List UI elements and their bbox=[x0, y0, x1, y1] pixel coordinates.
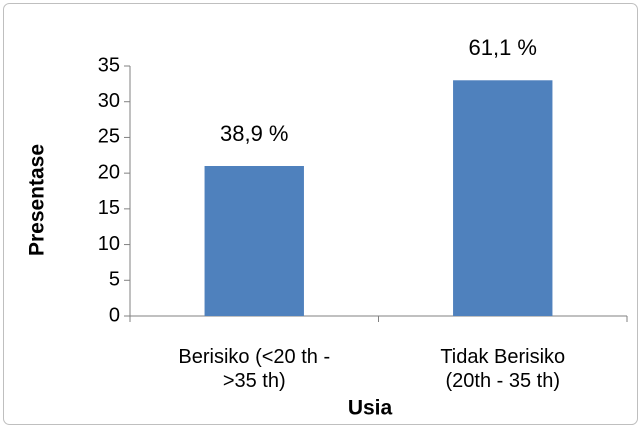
bar-annotation: 61,1 % bbox=[469, 35, 538, 60]
bar-annotation: 38,9 % bbox=[220, 121, 289, 146]
y-axis-label: Presentase bbox=[26, 144, 49, 256]
y-tick-label: 30 bbox=[98, 90, 120, 112]
y-tick-label: 20 bbox=[98, 161, 120, 183]
y-tick-label: 35 bbox=[98, 54, 120, 76]
y-tick-label: 15 bbox=[98, 197, 120, 219]
y-tick-label: 25 bbox=[98, 126, 120, 148]
y-tick-label: 0 bbox=[109, 304, 120, 326]
x-tick-label: Tidak Berisiko (20th - 35 th) bbox=[440, 346, 566, 392]
y-tick-label: 10 bbox=[98, 233, 120, 255]
bar bbox=[204, 166, 304, 316]
x-tick-label: Berisiko (<20 th - >35 th) bbox=[178, 346, 331, 392]
x-axis-label: Usia bbox=[348, 397, 393, 420]
y-tick-label: 5 bbox=[109, 269, 120, 291]
bar bbox=[453, 80, 553, 317]
